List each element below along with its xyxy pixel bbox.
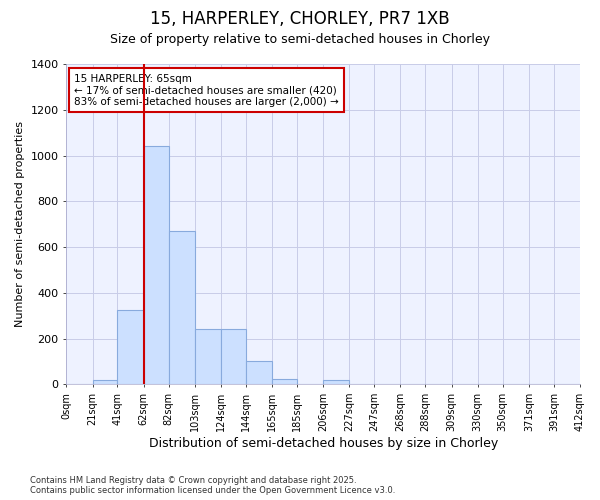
Text: 15, HARPERLEY, CHORLEY, PR7 1XB: 15, HARPERLEY, CHORLEY, PR7 1XB xyxy=(150,10,450,28)
Bar xyxy=(272,378,297,384)
Bar xyxy=(221,330,246,384)
Text: Size of property relative to semi-detached houses in Chorley: Size of property relative to semi-detach… xyxy=(110,32,490,46)
Y-axis label: Number of semi-detached properties: Number of semi-detached properties xyxy=(15,121,25,327)
Bar xyxy=(118,310,143,384)
Bar xyxy=(92,380,118,384)
Text: 15 HARPERLEY: 65sqm
← 17% of semi-detached houses are smaller (420)
83% of semi-: 15 HARPERLEY: 65sqm ← 17% of semi-detach… xyxy=(74,74,339,107)
Text: Contains HM Land Registry data © Crown copyright and database right 2025.
Contai: Contains HM Land Registry data © Crown c… xyxy=(30,476,395,495)
Bar xyxy=(169,231,195,384)
X-axis label: Distribution of semi-detached houses by size in Chorley: Distribution of semi-detached houses by … xyxy=(149,437,498,450)
Bar xyxy=(246,362,272,384)
Bar xyxy=(323,380,349,384)
Bar xyxy=(195,330,221,384)
Bar xyxy=(143,146,169,384)
